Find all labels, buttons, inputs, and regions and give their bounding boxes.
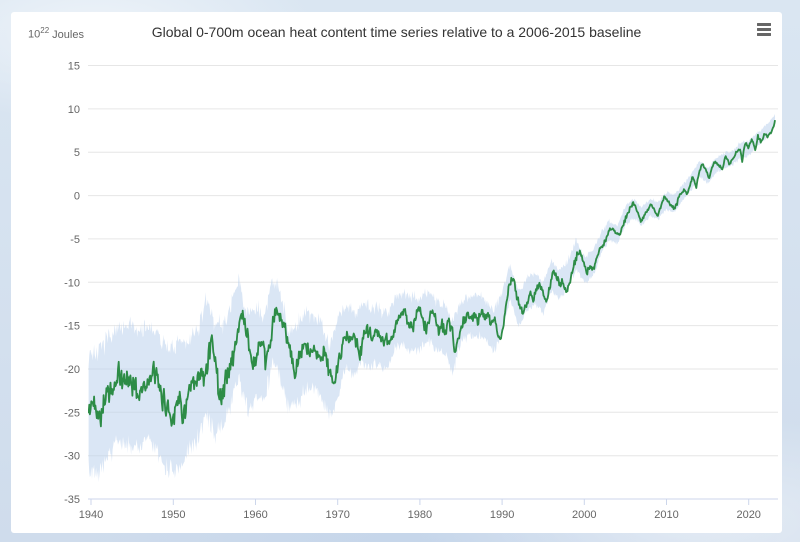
y-tick-label: -5 [70,234,80,246]
x-tick-label: 2000 [572,509,596,521]
y-axis-unit-base: 10 [28,28,41,41]
x-tick-label: 2020 [736,509,760,521]
y-tick-label: 0 [74,191,80,203]
y-tick-label: -25 [64,407,80,419]
uncertainty-band [88,114,776,483]
y-tick-label: -10 [64,277,80,289]
x-tick-label: 1970 [325,509,349,521]
x-tick-label: 1990 [490,509,514,521]
y-axis-unit-text: Joules [52,28,84,41]
chart-title: Global 0-700m ocean heat content time se… [151,24,642,40]
y-tick-label: -20 [64,364,80,376]
x-tick-label: 1980 [408,509,432,521]
y-tick-label: 5 [74,147,80,159]
y-tick-label: -30 [64,451,80,463]
y-tick-label: 10 [68,104,80,116]
y-axis-unit-exponent: 22 [40,26,50,35]
y-tick-label: 15 [68,61,80,73]
y-tick-label: -35 [64,494,80,506]
ohc-chart-plot-area[interactable]: 15 10 5 0 -5 -10 -15 -20 -25 -30 -35 1940 1950 1960 19… [11,12,782,533]
x-tick-label: 2010 [654,509,678,521]
ohc-line-series[interactable] [88,119,776,428]
export-menu-button[interactable] [751,17,777,41]
x-tick-label: 1960 [243,509,267,521]
x-tick-label: 1950 [161,509,185,521]
chart-panel: 1022 Joules Global 0-700m ocean heat cont… [11,12,782,533]
x-tick-label: 1940 [79,509,103,521]
hamburger-menu-icon [757,22,771,36]
y-axis-unit-label: 1022 Joules [28,26,84,41]
y-tick-label: -15 [64,321,80,333]
